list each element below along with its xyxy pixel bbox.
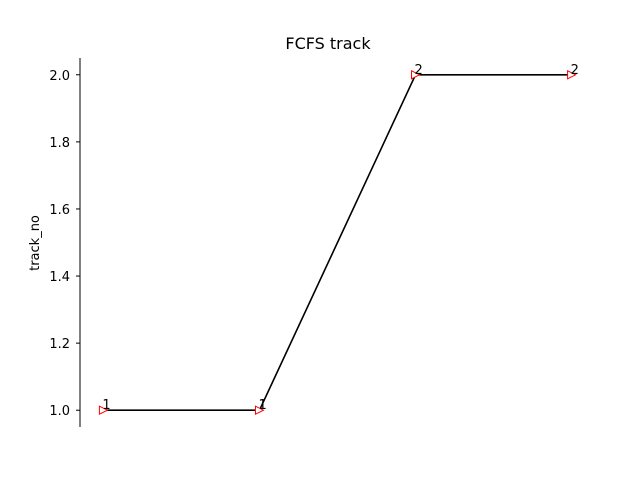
- y-tick-label: 1.4: [49, 270, 70, 285]
- data-point-label: 2: [571, 63, 579, 78]
- y-tick-label: 2.0: [49, 69, 70, 84]
- data-point-label: 1: [102, 398, 110, 413]
- data-point-label: 2: [415, 63, 423, 78]
- series-line: [103, 73, 572, 412]
- y-ticks: 1.0 1.2 1.4 1.6 1.8 2.0: [49, 69, 80, 419]
- chart-title: FCFS track: [285, 34, 371, 53]
- y-tick-label: 1.0: [49, 404, 70, 419]
- data-point-marker: [567, 69, 577, 80]
- series-lines: [103, 73, 572, 412]
- y-tick-label: 1.2: [49, 337, 70, 352]
- data-point-label: 1: [258, 398, 266, 413]
- point-labels: 1 1 2 2: [102, 63, 578, 413]
- y-axis-label: track_no: [28, 215, 43, 271]
- data-point-marker: [98, 405, 109, 416]
- data-point-marker: [254, 405, 265, 416]
- markers: [98, 69, 577, 416]
- y-tick-label: 1.8: [49, 136, 70, 151]
- data-point-marker: [411, 69, 421, 80]
- y-tick-label: 1.6: [49, 203, 70, 218]
